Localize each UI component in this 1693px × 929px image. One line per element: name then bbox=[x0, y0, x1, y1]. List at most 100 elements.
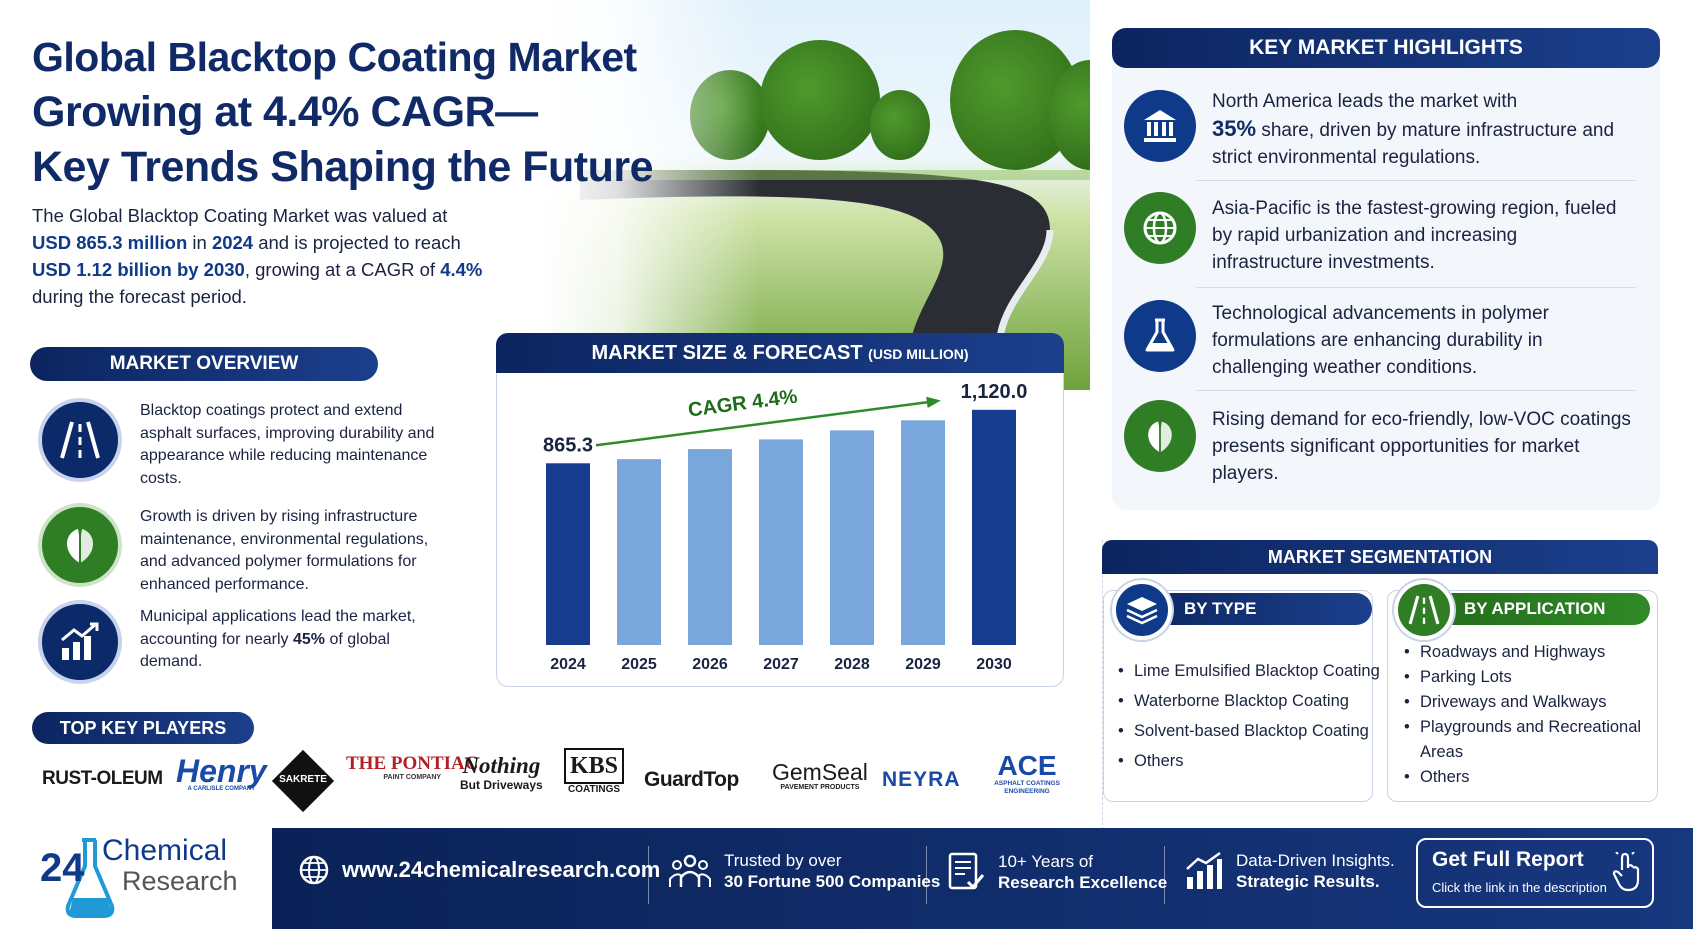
cta-title: Get Full Report bbox=[1432, 848, 1584, 871]
hand-pointer-icon bbox=[1612, 852, 1640, 892]
intro-value-2030: USD 1.12 billion by 2030 bbox=[32, 259, 245, 280]
footer-website[interactable]: www.24chemicalresearch.com bbox=[298, 854, 660, 886]
chart-bar-2027 bbox=[759, 439, 803, 645]
globe-icon bbox=[299, 855, 329, 885]
chart-value-label-first: 865.3 bbox=[543, 434, 593, 456]
title-line-2: Growing at 4.4% CAGR— bbox=[32, 88, 538, 136]
highlights-card bbox=[1112, 30, 1660, 510]
globe-icon bbox=[1124, 192, 1196, 264]
leaf-icon bbox=[38, 503, 122, 587]
footer-divider bbox=[926, 846, 927, 904]
overview-item-1: Blacktop coatings protect and extend asp… bbox=[140, 402, 435, 487]
logo-nothing-text: Nothing bbox=[462, 753, 541, 778]
footer-divider bbox=[1164, 846, 1165, 904]
cta-subtitle: Click the link in the description bbox=[1432, 880, 1607, 895]
logo-nothing-sub: But Driveways bbox=[460, 778, 543, 792]
flask-logo-icon bbox=[65, 838, 115, 918]
hero-road-image bbox=[540, 0, 1090, 390]
bar-chart-icon bbox=[1186, 851, 1222, 889]
logo-kbs-sub: COATINGS bbox=[567, 784, 621, 795]
intro-text: during the forecast period. bbox=[32, 286, 247, 307]
road-icon bbox=[1394, 580, 1454, 640]
chart-x-label: 2024 bbox=[550, 656, 586, 673]
get-full-report-button[interactable]: Get Full Report Click the link in the de… bbox=[1416, 838, 1654, 908]
footer-years: 10+ Years of Research Excellence bbox=[946, 850, 1167, 894]
cagr-annotation: CAGR 4.4% bbox=[687, 386, 799, 422]
highlight-1-value: 35% bbox=[1212, 116, 1257, 141]
divider bbox=[1196, 287, 1636, 288]
growth-chart-icon bbox=[38, 600, 122, 684]
intro-paragraph: The Global Blacktop Coating Market was v… bbox=[32, 202, 512, 310]
page-title: Global Blacktop Coating Market Growing a… bbox=[32, 30, 672, 195]
logo-gemseal: GemSeal PAVEMENT PRODUCTS bbox=[772, 760, 868, 791]
highlight-2: Asia-Pacific is the fastest-growing regi… bbox=[1212, 198, 1617, 273]
overview-item-3-text-end: of global demand. bbox=[140, 630, 390, 671]
logo-sakrete-text: SAKRETE bbox=[279, 774, 327, 785]
by-type-list: Lime Emulsified Blacktop Coating Waterbo… bbox=[1118, 656, 1380, 776]
key-market-highlights-heading: KEY MARKET HIGHLIGHTS bbox=[1112, 28, 1660, 68]
overview-item-3: Municipal applications lead the market, … bbox=[140, 606, 440, 674]
highlight-1-text-end: share, driven by mature infrastructure a… bbox=[1212, 120, 1615, 168]
market-segmentation-heading: MARKET SEGMENTATION bbox=[1102, 540, 1658, 574]
chart-bar-2028 bbox=[830, 430, 874, 645]
logo-kbs-text: KBS bbox=[564, 748, 625, 784]
list-item: Waterborne Blacktop Coating bbox=[1118, 686, 1380, 716]
intro-value-2024: USD 865.3 million bbox=[32, 232, 188, 253]
list-item: Parking Lots bbox=[1404, 665, 1644, 690]
chart-bar-2026 bbox=[688, 449, 732, 645]
chart-x-label: 2026 bbox=[692, 656, 728, 673]
chart-x-label: 2025 bbox=[621, 656, 657, 673]
highlight-3: Technological advancements in polymer fo… bbox=[1212, 303, 1549, 378]
brand-logo: 24 Chemical Research bbox=[38, 832, 268, 924]
logo-ace-sub: ASPHALT COATINGS ENGINEERING bbox=[994, 780, 1060, 795]
chart-unit: (USD MILLION) bbox=[868, 346, 969, 362]
logo-pontiac-sub: PAINT COMPANY bbox=[383, 774, 442, 781]
logo-sakrete: SAKRETE bbox=[271, 749, 335, 813]
title-line-1: Global Blacktop Coating Market bbox=[32, 34, 637, 80]
chart-x-label: 2029 bbox=[905, 656, 941, 673]
chart-title-text: MARKET SIZE & FORECAST bbox=[591, 342, 863, 364]
brand-number: 24 bbox=[40, 846, 85, 890]
intro-cagr: 4.4% bbox=[440, 259, 483, 280]
highlight-4: Rising demand for eco-friendly, low-VOC … bbox=[1212, 409, 1631, 484]
logo-gemseal-text: GemSeal bbox=[772, 759, 868, 785]
list-item: Roadways and Highways bbox=[1404, 640, 1644, 665]
insights-line-2: Strategic Results. bbox=[1236, 872, 1380, 891]
chart-value-label-last: 1,120.0 bbox=[961, 381, 1028, 403]
chart-bar-2025 bbox=[617, 459, 661, 645]
brand-line-2: Research bbox=[122, 866, 238, 896]
intro-text: , growing at a CAGR of bbox=[244, 259, 441, 280]
trusted-line-2: 30 Fortune 500 Companies bbox=[724, 872, 941, 891]
market-size-chart: 2024 2025 2026 2027 2028 2029 2030 865.3 1,120.0… bbox=[543, 381, 1028, 673]
chart-x-label: 2030 bbox=[976, 656, 1012, 673]
highlight-1: North America leads the market with 35% s… bbox=[1212, 88, 1632, 171]
market-overview-heading: MARKET OVERVIEW bbox=[30, 347, 378, 381]
logo-nothing-but-driveways: Nothing But Driveways bbox=[460, 753, 543, 793]
document-check-icon bbox=[948, 852, 985, 890]
logo-rust-oleum: RUST-OLEUM bbox=[42, 768, 163, 789]
years-line-1: 10+ Years of bbox=[998, 852, 1094, 871]
layers-icon bbox=[1112, 580, 1172, 640]
list-item: Driveways and Walkways bbox=[1404, 690, 1644, 715]
divider bbox=[1196, 390, 1636, 391]
list-item: Playgrounds and Recreational Areas bbox=[1404, 715, 1644, 765]
cagr-arrow-head bbox=[926, 396, 941, 408]
logo-neyra: NEYRA bbox=[882, 768, 961, 791]
trusted-line-1: Trusted by over bbox=[724, 851, 842, 870]
intro-text: and is projected to reach bbox=[253, 232, 461, 253]
logo-ace: ACE ASPHALT COATINGS ENGINEERING bbox=[990, 752, 1064, 796]
list-item: Solvent-based Blacktop Coating bbox=[1118, 716, 1380, 746]
footer-trusted: Trusted by over 30 Fortune 500 Companies bbox=[668, 850, 940, 892]
logo-henry: Henry A CARLISLE COMPANY bbox=[176, 753, 267, 792]
chart-title: MARKET SIZE & FORECAST (USD MILLION) bbox=[496, 333, 1064, 373]
segmentation-section bbox=[1102, 540, 1658, 830]
footer-insights: Data-Driven Insights. Strategic Results. bbox=[1184, 850, 1395, 892]
overview-item-3-text: Municipal applications lead the market, … bbox=[140, 608, 416, 648]
logo-henry-text: Henry bbox=[176, 753, 267, 789]
cagr-arrow-line bbox=[595, 400, 932, 447]
chart-bar-2024 bbox=[546, 463, 590, 645]
footer-divider bbox=[648, 846, 649, 904]
website-link[interactable]: www.24chemicalresearch.com bbox=[342, 857, 661, 882]
chart-bar-2029 bbox=[901, 420, 945, 645]
chart-x-label: 2028 bbox=[834, 656, 870, 673]
